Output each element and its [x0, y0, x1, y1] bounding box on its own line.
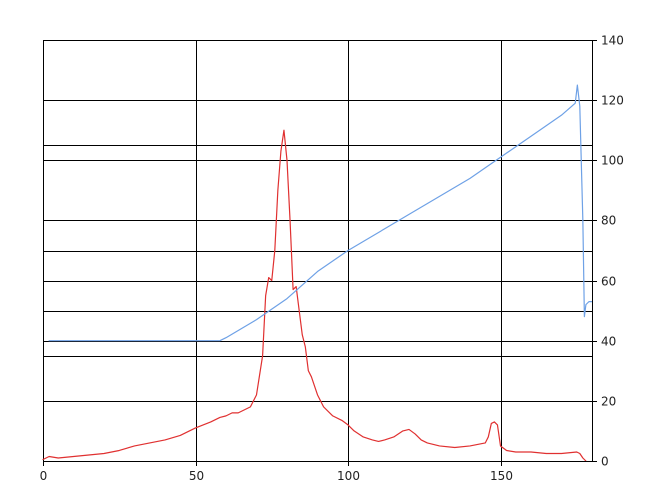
y-tick-label: 100	[601, 154, 624, 168]
x-tick-label: 100	[337, 469, 360, 483]
y-tick-label: 140	[601, 34, 624, 48]
series-line-0	[42, 129, 587, 462]
y-tick-label: 120	[601, 94, 624, 108]
y-tick-label: 40	[601, 335, 616, 349]
series-line-1	[48, 84, 593, 342]
y-tick-label: 0	[601, 455, 609, 469]
axis-layer: 0 20 40 60 80 100 120 140 0 50 100 150	[40, 34, 624, 484]
x-tick-label: 50	[189, 469, 204, 483]
x-tick-label: 0	[40, 469, 48, 483]
x-tick-label: 150	[490, 469, 513, 483]
grid-layer	[43, 40, 592, 462]
y-tick-label: 80	[601, 214, 616, 228]
y-tick-label: 60	[601, 275, 616, 289]
series-layer	[42, 84, 593, 462]
y-tick-label: 20	[601, 395, 616, 409]
